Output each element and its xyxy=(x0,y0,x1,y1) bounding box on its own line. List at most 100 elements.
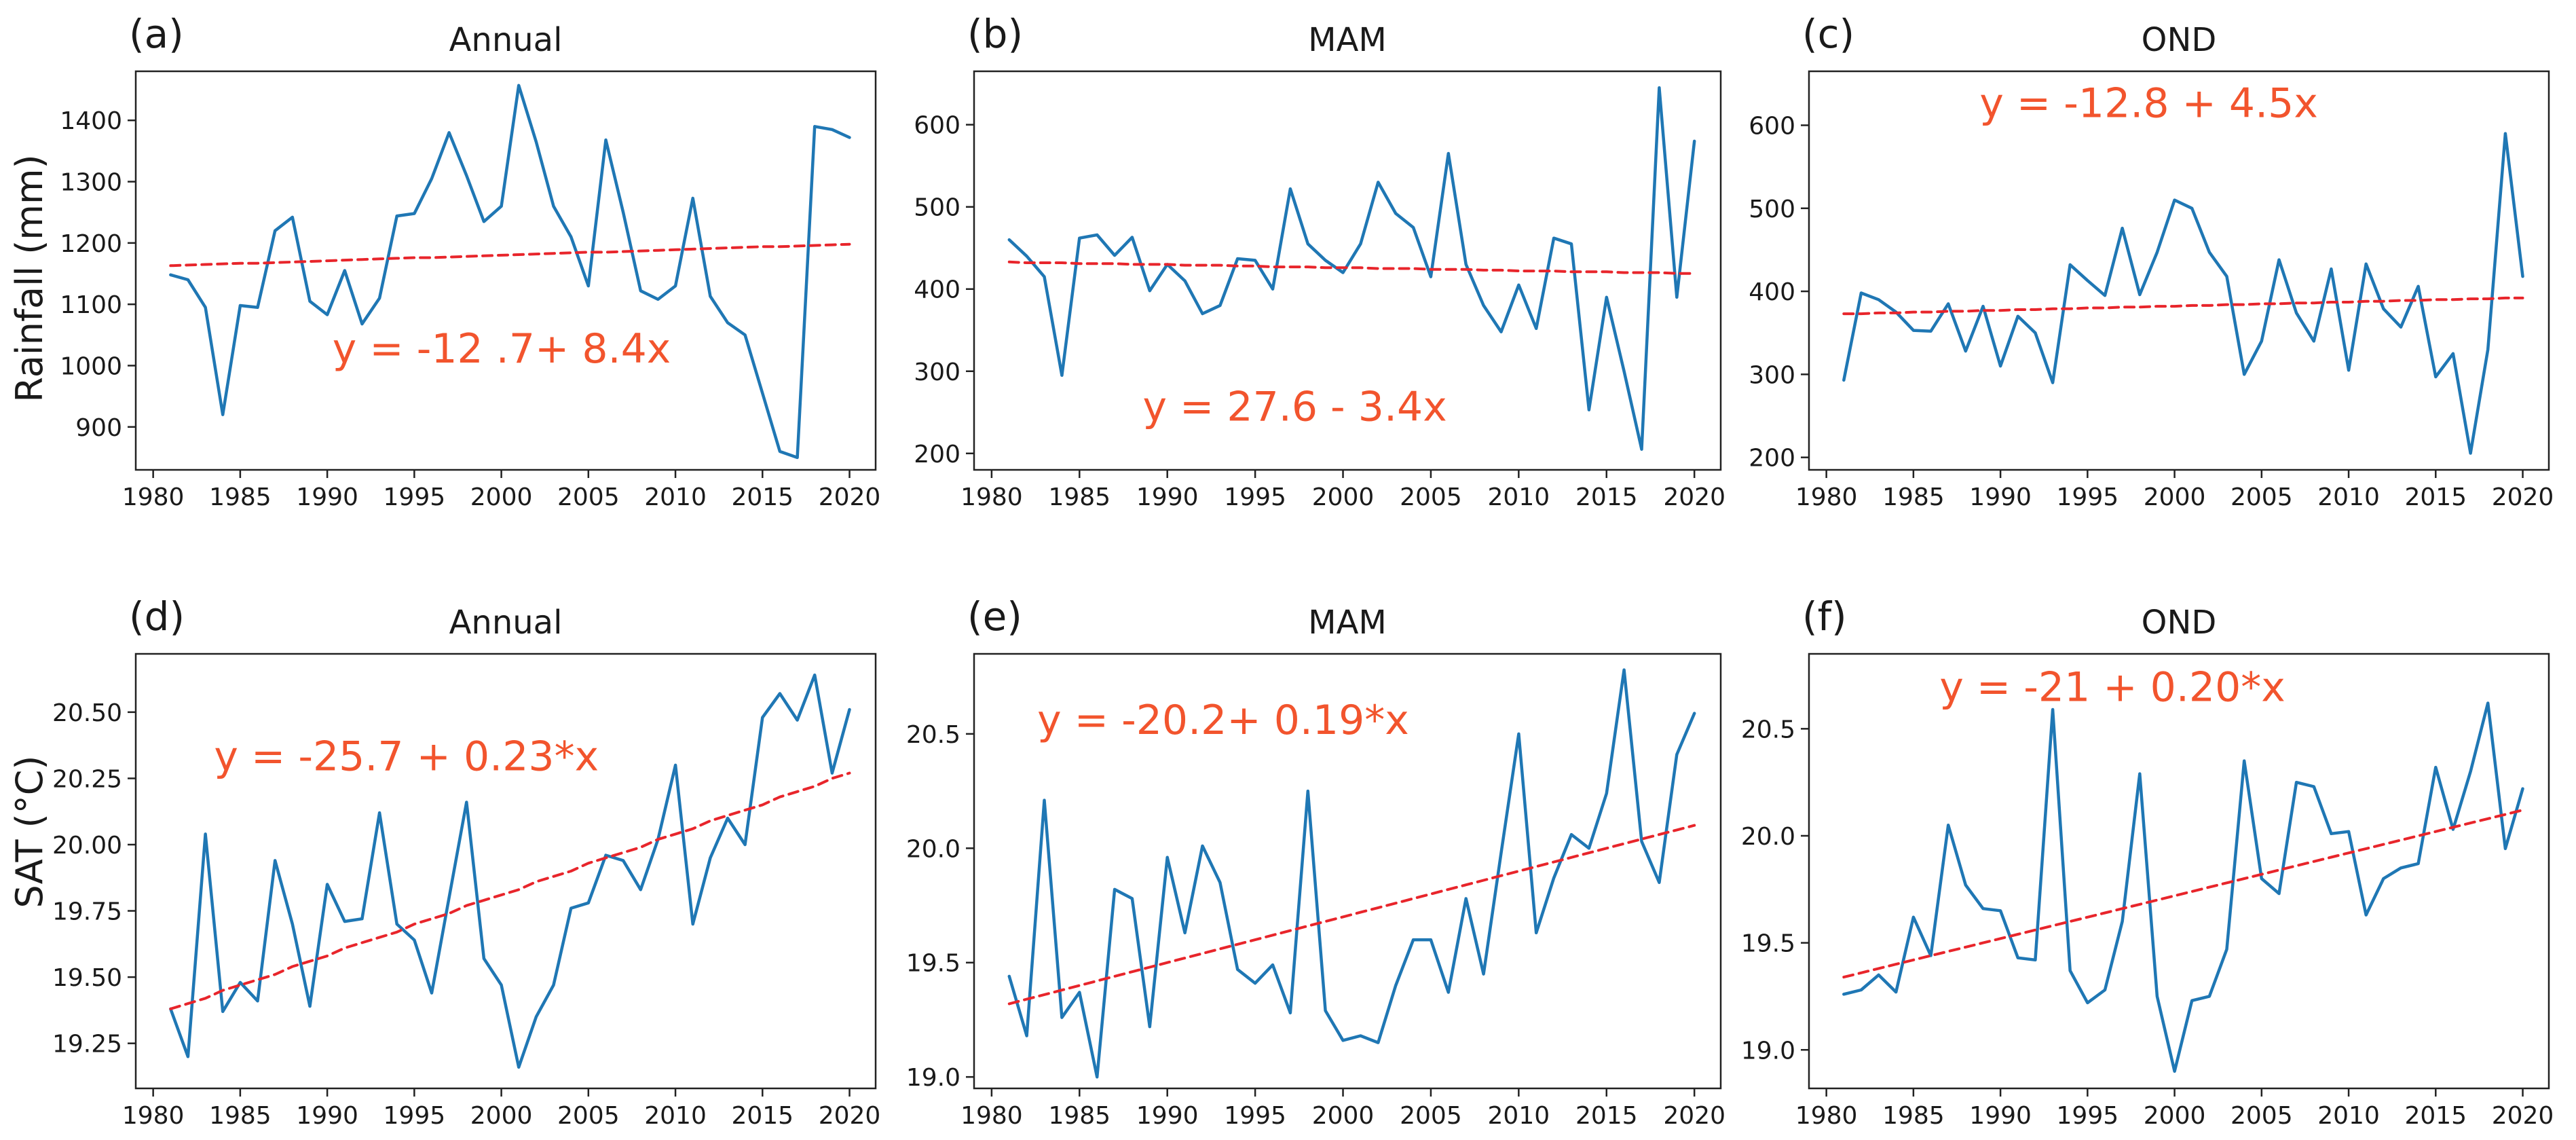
x-tick-label: 1980 xyxy=(122,483,185,511)
y-tick-label: 300 xyxy=(1749,361,1795,389)
chart-panel: (c) OND 1980 1985 1990 1995 2000 2005 2010 2015 20… xyxy=(1749,11,2554,511)
y-tick-label: 19.5 xyxy=(906,950,960,978)
plot-frame xyxy=(134,70,877,471)
y-tick-label: 500 xyxy=(914,194,960,222)
chart-title: Annual xyxy=(449,604,563,642)
y-tick-label: 300 xyxy=(914,358,960,386)
observed-line xyxy=(1842,701,2524,1073)
trend-line xyxy=(1842,296,2524,316)
plot-frame xyxy=(1808,652,2550,1090)
x-tick-label: 1990 xyxy=(1136,1102,1199,1130)
x-tick-label: 2015 xyxy=(1575,1102,1638,1130)
figure-ylabel-top: Rainfall (mm) xyxy=(8,154,51,402)
plot-frame xyxy=(1808,70,2550,471)
y-tick-label: 19.0 xyxy=(906,1064,960,1092)
trend-line xyxy=(1842,809,2524,979)
x-tick-label: 1990 xyxy=(296,483,358,511)
regression-equation: y = -12 .7+ 8.4x xyxy=(333,325,671,373)
y-tick-label: 20.0 xyxy=(1741,823,1795,851)
observed-line xyxy=(1842,132,2524,455)
x-tick-label: 2020 xyxy=(1663,483,1725,511)
x-tick-label: 1995 xyxy=(2057,1102,2119,1130)
x-tick-label: 1995 xyxy=(384,1102,446,1130)
plot-frame xyxy=(973,652,1722,1090)
x-tick-label: 1980 xyxy=(960,483,1023,511)
x-tick-label: 1980 xyxy=(1795,1102,1858,1130)
chart-panel: (b) MAM 1980 1985 1990 1995 2000 2005 2010 2015 20… xyxy=(914,11,1725,511)
y-tick-label: 20.5 xyxy=(1741,716,1795,743)
x-tick-label: 2015 xyxy=(2404,1102,2467,1130)
y-tick-label: 400 xyxy=(1749,278,1795,306)
y-tick-label: 20.5 xyxy=(906,721,960,749)
chart-title: MAM xyxy=(1308,604,1387,642)
x-tick-label: 2000 xyxy=(1312,1102,1375,1130)
plot-frame xyxy=(134,652,877,1090)
panel-label: (f) xyxy=(1802,593,1847,640)
x-tick-label: 1980 xyxy=(960,1102,1023,1130)
x-tick-label: 2005 xyxy=(557,1102,620,1130)
y-tick-label: 1200 xyxy=(60,230,122,258)
x-tick-label: 2020 xyxy=(819,1102,881,1130)
observed-line xyxy=(1007,668,1696,1079)
observed-line xyxy=(169,84,851,460)
figure-ylabel-bottom: SAT (°C) xyxy=(8,755,51,908)
y-tick-label: 20.00 xyxy=(52,832,122,860)
regression-equation: y = -20.2+ 0.19*x xyxy=(1037,697,1409,744)
y-tick-label: 20.0 xyxy=(906,835,960,863)
x-tick-label: 1990 xyxy=(1969,483,2032,511)
x-tick-label: 2010 xyxy=(644,483,707,511)
x-tick-label: 2015 xyxy=(2404,483,2467,511)
y-tick-label: 600 xyxy=(914,112,960,140)
panel-label: (b) xyxy=(967,11,1023,57)
panel-label: (e) xyxy=(967,593,1022,640)
x-tick-label: 1995 xyxy=(2057,483,2119,511)
x-tick-label: 2000 xyxy=(470,1102,533,1130)
x-tick-label: 2005 xyxy=(2230,1102,2293,1130)
x-tick-label: 2005 xyxy=(1400,1102,1462,1130)
x-tick-label: 2000 xyxy=(2144,1102,2206,1130)
y-tick-label: 1100 xyxy=(60,291,122,319)
y-tick-label: 20.50 xyxy=(52,699,122,727)
x-tick-label: 1985 xyxy=(1882,1102,1945,1130)
x-tick-label: 2000 xyxy=(470,483,533,511)
chart-panel: (a) Annual 1980 1985 1990 1995 2000 2005 2010 201… xyxy=(60,11,880,511)
y-tick-label: 19.50 xyxy=(52,964,122,992)
y-tick-label: 19.5 xyxy=(1741,930,1795,958)
x-tick-label: 2015 xyxy=(731,483,794,511)
x-tick-label: 1985 xyxy=(1048,1102,1110,1130)
y-tick-label: 1300 xyxy=(60,169,122,197)
x-tick-label: 1980 xyxy=(1795,483,1858,511)
x-tick-label: 1990 xyxy=(296,1102,358,1130)
panel-label: (c) xyxy=(1802,11,1854,57)
y-tick-label: 1000 xyxy=(60,352,122,380)
x-tick-label: 2005 xyxy=(557,483,620,511)
regression-equation: y = 27.6 - 3.4x xyxy=(1142,383,1446,430)
trend-line xyxy=(1007,824,1696,1006)
y-tick-label: 200 xyxy=(1749,445,1795,473)
x-tick-label: 2010 xyxy=(2317,483,2380,511)
x-tick-label: 1990 xyxy=(1969,1102,2032,1130)
y-tick-label: 19.25 xyxy=(52,1031,122,1059)
x-tick-label: 2015 xyxy=(731,1102,794,1130)
chart-panel: (f) OND 1980 1985 1990 1995 2000 2005 2010 2015 20… xyxy=(1741,593,2554,1130)
trend-line xyxy=(169,242,851,268)
chart-panel: (e) MAM 1980 1985 1990 1995 2000 2005 2010 2015 20… xyxy=(906,593,1725,1130)
x-tick-label: 2010 xyxy=(2317,1102,2380,1130)
chart-title: OND xyxy=(2142,604,2217,642)
x-tick-label: 2010 xyxy=(1488,483,1550,511)
regression-equation: y = -25.7 + 0.23*x xyxy=(214,733,599,781)
x-tick-label: 1985 xyxy=(209,1102,272,1130)
x-tick-label: 2020 xyxy=(2492,483,2554,511)
x-tick-label: 1990 xyxy=(1136,483,1199,511)
x-tick-label: 1985 xyxy=(1882,483,1945,511)
chart-panel: (d) Annual 1980 1985 1990 1995 2000 2005 2010 201… xyxy=(52,593,880,1130)
x-tick-label: 2000 xyxy=(2144,483,2206,511)
panel-label: (d) xyxy=(129,593,185,640)
y-tick-label: 600 xyxy=(1749,112,1795,140)
regression-equation: y = -21 + 0.20*x xyxy=(1939,663,2285,711)
x-tick-label: 1985 xyxy=(1048,483,1110,511)
y-tick-label: 19.0 xyxy=(1741,1037,1795,1065)
x-tick-label: 2010 xyxy=(644,1102,707,1130)
